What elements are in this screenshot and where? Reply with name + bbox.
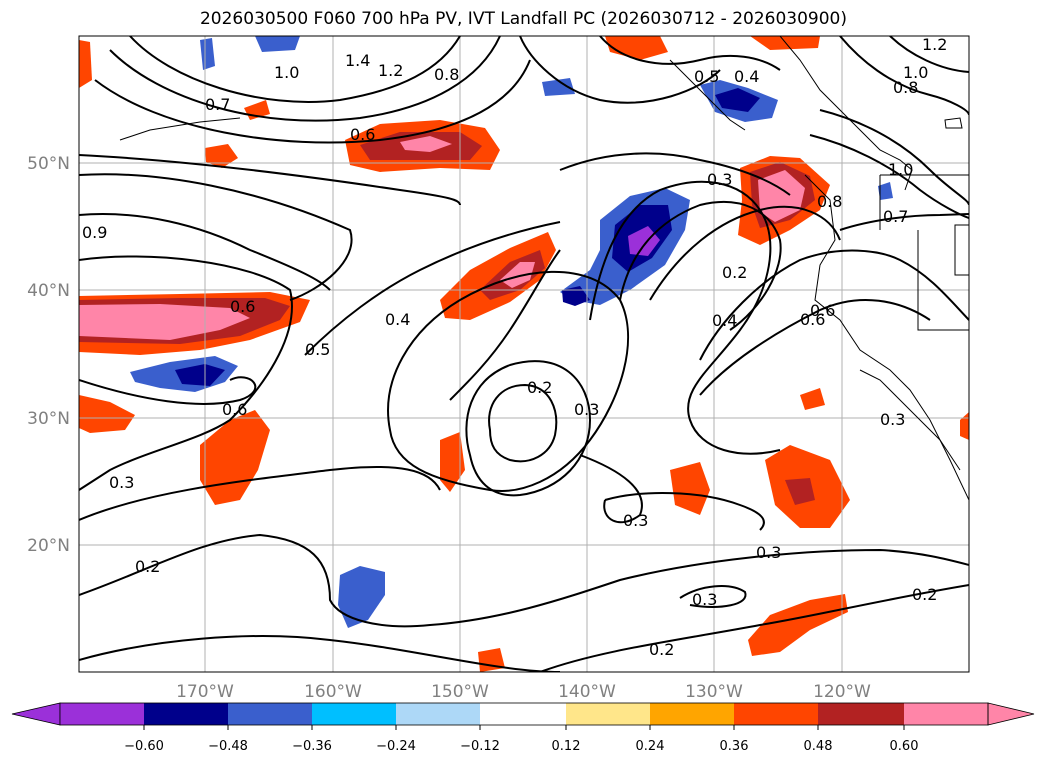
contour-label: 0.6 <box>350 125 375 144</box>
colorbar-bin <box>60 703 144 725</box>
contour-label: 0.5 <box>694 67 719 86</box>
colorbar-tick-label: 0.36 <box>720 739 749 754</box>
lat-label: 20°N <box>27 536 70 556</box>
contour-label: 1.0 <box>274 63 299 82</box>
contour-lines <box>79 36 969 672</box>
colorbar-tick-label: −0.12 <box>460 739 500 754</box>
contour-label: 0.7 <box>205 95 230 114</box>
contour-label: 1.0 <box>903 63 928 82</box>
longitude-axis: 170°W 160°W 150°W 140°W 130°W 120°W <box>176 682 871 702</box>
contour-label: 0.8 <box>893 78 918 97</box>
colorbar-tick-label: 0.12 <box>552 739 581 754</box>
negative-anomaly-south <box>338 566 385 628</box>
map-frame <box>78 35 970 673</box>
contour-label: 0.7 <box>883 207 908 226</box>
contour-label: 0.6 <box>222 400 247 419</box>
contour-label: 1.0 <box>888 160 913 179</box>
colorbar-tick-label: −0.60 <box>124 739 164 754</box>
contour-label: 1.2 <box>378 61 403 80</box>
shaded-anomalies <box>79 36 969 672</box>
map-panel: 1.4 1.2 1.0 0.8 0.7 0.6 0.6 0.6 0.6 0.5 … <box>79 35 969 672</box>
colorbar-bin <box>480 703 566 725</box>
contour-label: 0.3 <box>692 590 717 609</box>
contour-label: 1.2 <box>922 35 947 54</box>
contour-label: 0.6 <box>800 310 825 329</box>
colorbar-tick-label: −0.48 <box>208 739 248 754</box>
contour-label: 0.8 <box>817 192 842 211</box>
contour-label: 0.3 <box>623 511 648 530</box>
positive-anomaly-west-edge <box>79 395 135 433</box>
lon-label: 140°W <box>558 682 616 702</box>
contour-label: 0.3 <box>109 473 134 492</box>
contour-label: 0.3 <box>707 170 732 189</box>
colorbar-bin <box>818 703 904 725</box>
coastlines <box>119 36 969 501</box>
colorbar-bin <box>904 703 988 725</box>
contour-label: 0.5 <box>305 340 330 359</box>
colorbar-tick-label: 0.60 <box>890 739 919 754</box>
contour-label: 0.4 <box>734 67 759 86</box>
colorbar-tick-label: 0.48 <box>804 739 833 754</box>
colorbar-bin <box>734 703 818 725</box>
lat-label: 50°N <box>27 154 70 174</box>
colorbar: −0.60 −0.48 −0.36 −0.24 −0.12 0.12 0.24 … <box>11 702 1035 754</box>
colorbar-bin <box>396 703 480 725</box>
contour-label: 0.2 <box>649 640 674 659</box>
lon-label: 130°W <box>685 682 743 702</box>
contour-label: 1.4 <box>345 51 370 70</box>
lon-label: 160°W <box>304 682 362 702</box>
contour-label: 0.6 <box>230 297 255 316</box>
lon-label: 170°W <box>176 682 234 702</box>
colorbar-tick-label: −0.24 <box>376 739 416 754</box>
contour-label: 0.3 <box>574 400 599 419</box>
contour-label: 0.2 <box>527 378 552 397</box>
map-title: 2026030500 F060 700 hPa PV, IVT Landfall… <box>199 9 847 29</box>
contour-label: 0.8 <box>434 65 459 84</box>
contour-label: 0.3 <box>756 543 781 562</box>
latitude-axis: 50°N 40°N 30°N 20°N <box>27 154 70 556</box>
colorbar-extend-high <box>987 702 1035 726</box>
colorbar-bin <box>312 703 396 725</box>
contour-label: 0.2 <box>722 263 747 282</box>
gridlines <box>79 36 969 672</box>
positive-anomaly-southwest <box>200 410 270 505</box>
colorbar-bin <box>144 703 228 725</box>
contour-label: 0.9 <box>82 223 107 242</box>
colorbar-tick-label: 0.24 <box>636 739 665 754</box>
colorbar-tick-label: −0.36 <box>292 739 332 754</box>
colorbar-bin <box>228 703 312 725</box>
colorbar-bin <box>650 703 734 725</box>
lat-label: 40°N <box>27 281 70 301</box>
colorbar-extend-low <box>11 702 61 726</box>
contour-label: 0.3 <box>880 410 905 429</box>
lon-label: 150°W <box>431 682 489 702</box>
lon-label: 120°W <box>813 682 871 702</box>
colorbar-bin <box>566 703 650 725</box>
contour-label: 0.4 <box>712 311 737 330</box>
contour-label-group: 1.4 1.2 1.0 0.8 0.7 0.6 0.6 0.6 0.6 0.5 … <box>82 35 947 659</box>
contour-label: 0.4 <box>385 310 410 329</box>
lat-label: 30°N <box>27 409 70 429</box>
contour-label: 0.2 <box>912 585 937 604</box>
contour-label: 0.6 <box>810 301 835 320</box>
contour-label: 0.2 <box>135 557 160 576</box>
